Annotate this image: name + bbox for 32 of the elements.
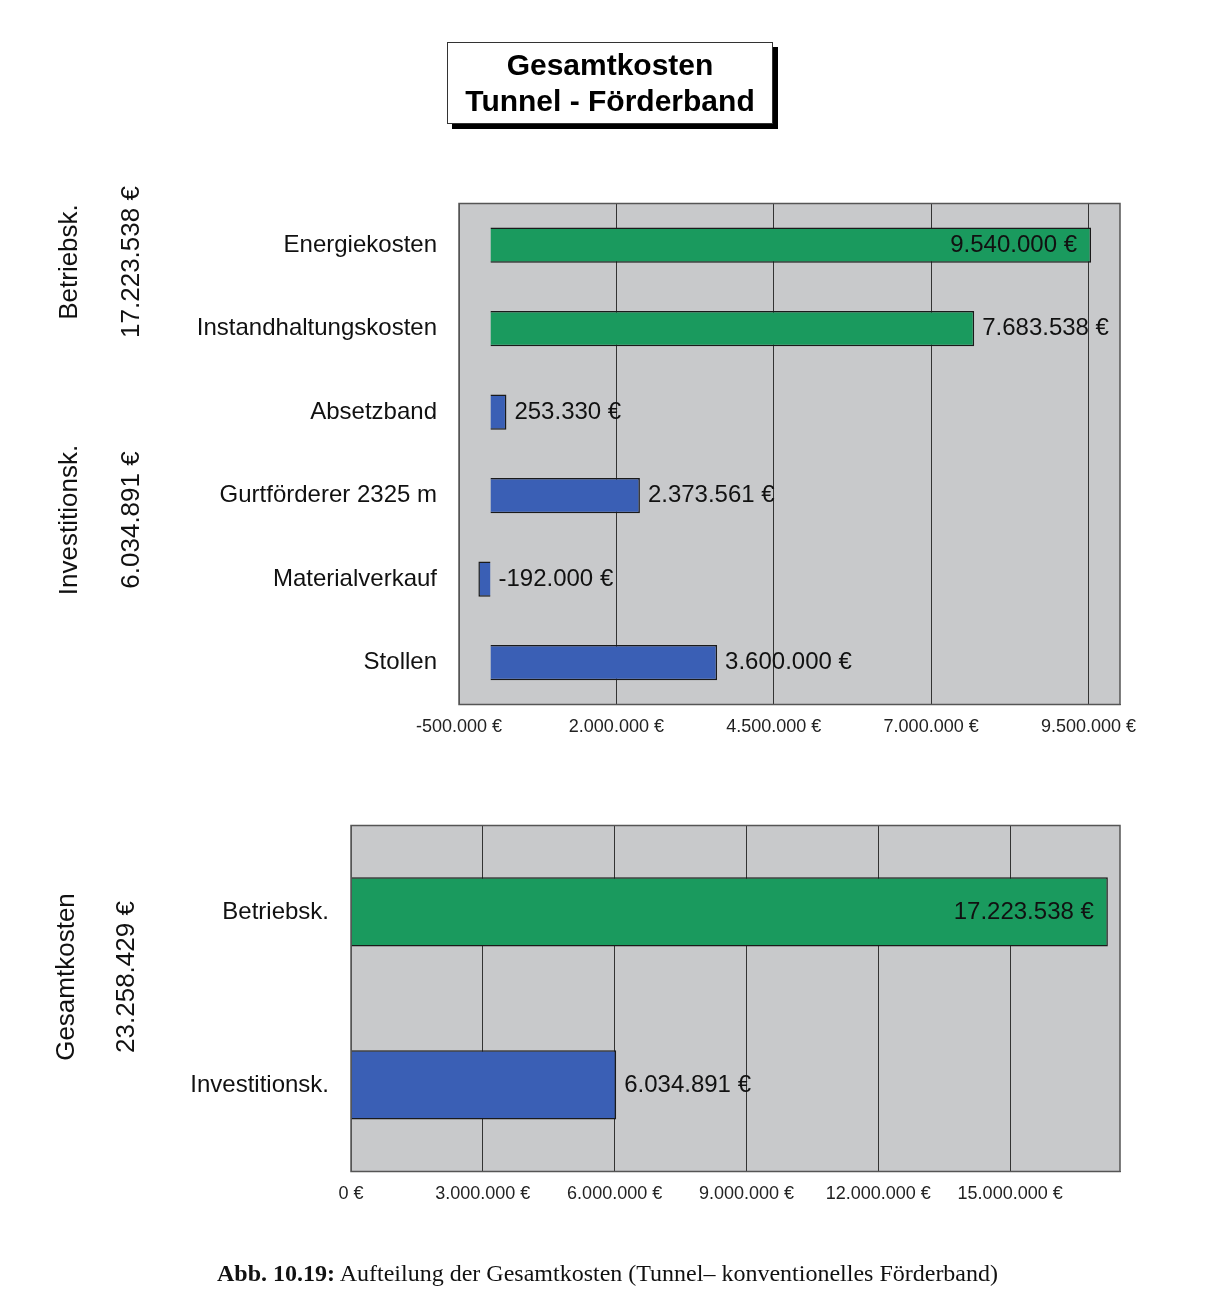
text: Investitionsk. <box>52 444 84 596</box>
x-tick-label: 9.000.000 € <box>698 1183 795 1204</box>
y-tick-label: Gurtförderer 2325 m <box>219 480 437 508</box>
x-tick-label: -500.000 € <box>415 716 503 737</box>
x-tick-label: 0 € <box>338 1183 364 1204</box>
y-tick-label: Absetzband <box>310 396 437 424</box>
y-tick-label: Materialverkauf <box>272 563 438 591</box>
x-tick-label: 6.000.000 € <box>567 1183 663 1204</box>
y-tick-label: Investitionsk. <box>190 1069 329 1097</box>
text: Aufteilung der Gesamtkosten (Tunnel– konventionelles Förderband) <box>339 1260 999 1286</box>
data-label: 17.223.538 € <box>953 896 1095 924</box>
text: Betriebsk. <box>52 204 84 320</box>
text: 6.034.891 € <box>114 451 146 589</box>
chart-title: Gesamtkosten Tunnel - Förderband <box>447 42 773 124</box>
data-label: 9.540.000 € <box>950 229 1078 257</box>
x-tick-label: 12.000.000 € <box>825 1183 931 1204</box>
data-label: 7.683.538 € <box>982 313 1110 341</box>
y-tick-label: Betriebsk. <box>222 896 329 924</box>
x-tick-label: 7.000.000 € <box>883 716 979 737</box>
text: 23.258.429 € <box>109 901 141 1053</box>
caption: Abb. 10.19: <box>216 1260 335 1286</box>
text: Gesamtkosten <box>49 893 81 1061</box>
x-tick-label: 4.500.000 € <box>726 716 822 737</box>
y-tick-label: Stollen <box>363 647 437 675</box>
x-tick-label: 3.000.000 € <box>435 1183 531 1204</box>
text: 17.223.538 € <box>114 186 146 338</box>
x-tick-label: 15.000.000 € <box>957 1183 1063 1204</box>
y-tick-label: Energiekosten <box>283 229 437 257</box>
x-tick-label: 2.000.000 € <box>568 716 664 737</box>
data-label: -192.000 € <box>498 563 614 591</box>
y-tick-label: Instandhaltungskosten <box>196 313 437 341</box>
x-tick-label: 9.500.000 € <box>1040 716 1137 737</box>
